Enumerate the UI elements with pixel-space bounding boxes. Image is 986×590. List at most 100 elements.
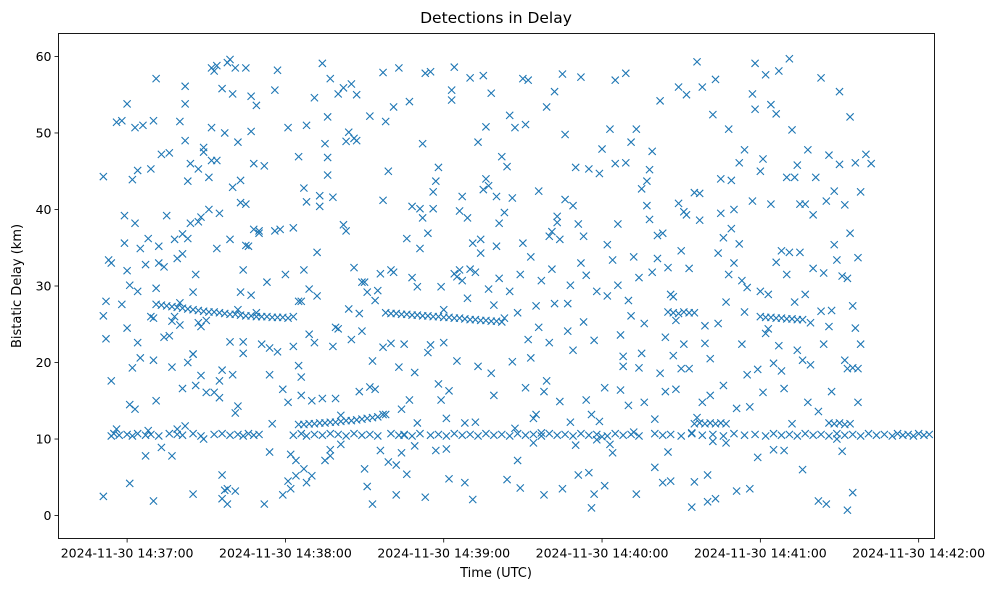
data-point-marker [291,456,300,465]
data-point-marker [722,298,731,307]
data-point-marker [703,471,712,479]
data-point-marker [434,379,443,388]
data-point-marker [735,239,744,248]
x-axis-ticks: 2024-11-30 14:37:00 2024-11-30 14:38:00 20… [61,538,985,561]
data-point-marker [840,356,849,365]
data-point-marker [666,430,675,439]
data-point-marker [339,83,348,92]
data-point-marker [708,110,717,119]
data-point-marker [658,478,667,487]
data-point-marker [429,204,438,213]
data-point-marker [226,235,234,244]
data-point-marker [318,59,327,68]
data-point-marker [611,429,620,438]
x-tick-label: 2024-11-30 14:41:00 [694,546,827,561]
data-point-marker [344,304,353,313]
data-point-marker [909,431,918,440]
data-point-marker [318,431,327,440]
data-point-marker [648,147,657,156]
data-point-marker [653,231,662,240]
data-point-marker [191,381,200,390]
data-point-marker [131,219,140,228]
data-point-marker [700,321,709,330]
data-point-marker [740,431,749,440]
data-point-marker [658,229,667,238]
data-point-marker [167,317,176,326]
data-point-marker [437,282,446,291]
data-point-marker [468,495,477,504]
data-point-marker [355,387,364,396]
data-point-marker [814,497,823,505]
data-point-marker [394,363,403,372]
data-point-marker [241,63,250,72]
data-point-marker [735,158,744,167]
data-point-marker [255,430,264,439]
data-point-marker [313,248,322,257]
data-point-marker [220,128,229,137]
data-point-marker [289,223,298,232]
data-point-marker [410,441,419,450]
data-point-marker [864,429,873,438]
data-point-marker [273,347,282,356]
y-tick-label: 30 [36,279,52,294]
data-point-marker [751,430,760,439]
data-point-marker [196,213,205,222]
data-point-marker [576,73,585,82]
data-point-marker [463,294,472,303]
data-point-marker [806,318,815,327]
data-point-marker [595,169,604,178]
data-point-marker [458,276,467,285]
data-point-marker [226,55,234,64]
data-point-marker [777,366,786,375]
data-point-marker [503,162,512,171]
data-point-marker [788,125,797,134]
data-point-marker [856,431,865,440]
data-point-marker [458,192,467,201]
data-point-marker [566,418,575,427]
data-point-marker [719,381,728,390]
data-point-marker [634,431,643,440]
data-point-marker [687,503,696,512]
data-point-marker [363,288,372,297]
data-point-marker [294,297,303,306]
data-point-marker [249,225,258,234]
data-point-marker [685,364,694,373]
data-point-marker [814,407,823,416]
data-point-marker [489,391,498,400]
data-point-marker [323,153,332,162]
data-point-marker [183,358,192,367]
data-point-marker [286,450,295,459]
data-point-marker [466,265,475,274]
data-point-marker [555,235,564,244]
data-point-marker [336,411,345,420]
data-point-marker [357,327,366,336]
data-point-marker [226,431,234,440]
data-point-marker [379,343,388,352]
data-point-marker [212,156,221,165]
data-point-marker [334,324,343,333]
data-point-marker [173,425,182,434]
data-point-marker [315,202,324,211]
data-point-marker [748,197,757,206]
data-point-marker [149,314,158,323]
data-point-marker [302,478,311,487]
data-point-marker [236,198,245,207]
data-point-marker [160,333,169,342]
data-point-marker [867,159,876,168]
data-point-marker [360,464,369,473]
data-point-marker [289,342,298,351]
data-point-marker [215,209,224,218]
data-point-marker [231,409,240,418]
data-point-marker [793,161,802,170]
data-point-marker [484,285,493,294]
data-point-marker [334,430,343,439]
data-point-marker [537,431,546,440]
data-point-marker [603,240,612,249]
data-point-marker [619,352,628,361]
x-tick-label: 2024-11-30 14:39:00 [377,546,510,561]
data-point-marker [144,426,153,435]
data-point-marker [117,300,126,309]
data-point-marker [843,274,852,283]
data-point-marker [532,410,541,419]
